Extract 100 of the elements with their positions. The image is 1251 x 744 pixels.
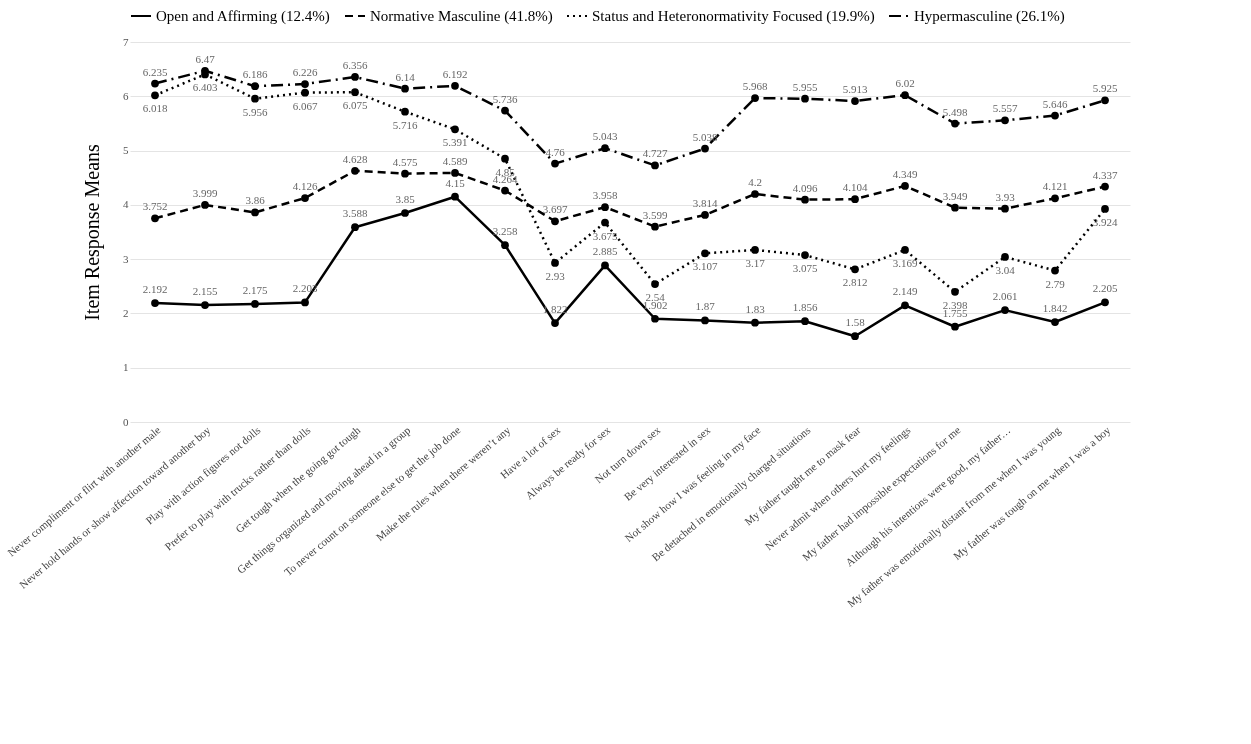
point <box>301 298 309 307</box>
data-label: 5.968 <box>742 80 768 93</box>
point <box>151 214 159 223</box>
point <box>501 154 509 163</box>
point <box>451 169 459 177</box>
data-label: 6.075 <box>342 99 368 112</box>
point <box>1001 306 1009 314</box>
point <box>451 82 459 90</box>
data-label: 2.061 <box>992 290 1018 303</box>
point <box>901 246 909 254</box>
data-label: 1.87 <box>695 300 716 313</box>
y-tick-label: 7 <box>123 35 129 48</box>
point <box>551 217 559 226</box>
point <box>801 94 809 103</box>
data-label: 5.956 <box>242 105 268 118</box>
legend-label: Status and Heteronormativity Focused (19.9%) <box>592 8 875 25</box>
y-tick-label: 6 <box>123 89 129 102</box>
point <box>301 194 309 202</box>
y-tick-label: 5 <box>123 144 129 157</box>
data-label: 3.17 <box>745 256 766 269</box>
point <box>751 246 759 254</box>
point <box>851 195 859 204</box>
point <box>201 301 209 309</box>
data-label: 3.04 <box>995 263 1016 276</box>
data-label: 4.2 <box>748 176 762 188</box>
data-label: 3.697 <box>542 203 568 216</box>
data-label: 4.589 <box>442 154 468 167</box>
data-label: 3.258 <box>492 225 518 238</box>
data-label: 2.93 <box>545 269 566 282</box>
point <box>201 66 209 75</box>
point <box>501 106 509 115</box>
data-label: 6.192 <box>442 67 468 80</box>
point <box>801 317 809 326</box>
data-label: 4.104 <box>842 181 868 194</box>
data-label: 1.83 <box>745 302 766 315</box>
data-label: 5.716 <box>392 118 418 131</box>
point <box>1001 204 1009 213</box>
point <box>601 218 609 227</box>
data-label: 5.955 <box>792 80 818 93</box>
point <box>251 82 259 91</box>
y-tick-label: 4 <box>123 198 129 211</box>
point <box>601 261 609 270</box>
point <box>601 144 609 153</box>
point <box>751 318 759 327</box>
point <box>1101 96 1109 105</box>
point <box>1101 205 1109 213</box>
data-label: 3.999 <box>192 186 218 199</box>
data-label: 6.067 <box>292 99 318 112</box>
point <box>751 190 759 198</box>
point <box>351 166 359 175</box>
data-label: 2.812 <box>842 276 868 289</box>
data-label: 5.557 <box>992 102 1018 115</box>
data-label: 3.958 <box>592 189 618 202</box>
point <box>351 73 359 81</box>
legend-label: Normative Masculine (41.8%) <box>370 8 553 25</box>
data-label: 3.924 <box>1092 215 1118 228</box>
point <box>901 301 909 310</box>
point <box>451 125 459 134</box>
y-tick-label: 1 <box>123 361 129 374</box>
data-label: 2.205 <box>1092 282 1118 295</box>
data-label: 6.47 <box>195 52 216 65</box>
data-label: 5.498 <box>942 105 968 118</box>
point <box>651 222 659 231</box>
point <box>401 84 409 93</box>
point <box>851 332 859 341</box>
point <box>251 300 259 308</box>
data-label: 5.391 <box>442 136 468 149</box>
point <box>251 208 259 217</box>
point <box>901 91 909 100</box>
point <box>951 322 959 331</box>
point <box>1001 253 1009 261</box>
point <box>401 169 409 178</box>
data-label: 6.403 <box>192 81 218 94</box>
point <box>1051 194 1059 203</box>
point <box>551 159 559 168</box>
data-label: 2.79 <box>1045 277 1066 290</box>
data-label: 5.925 <box>1092 82 1118 95</box>
point <box>701 316 709 325</box>
data-label: 4.76 <box>545 145 566 158</box>
data-label: 4.15 <box>445 176 466 189</box>
point <box>901 182 909 190</box>
point <box>651 314 659 323</box>
data-label: 5.913 <box>842 83 868 96</box>
point <box>651 280 659 288</box>
data-label: 6.226 <box>292 66 318 79</box>
point <box>601 203 609 211</box>
point <box>151 79 159 88</box>
data-label: 5.646 <box>1042 97 1068 110</box>
point <box>1051 111 1059 120</box>
point <box>701 144 709 153</box>
data-label: 2.885 <box>592 245 618 258</box>
data-label: 3.675 <box>592 229 618 242</box>
point <box>1051 318 1059 326</box>
point <box>401 107 409 116</box>
legend-label: Hypermasculine (26.1%) <box>914 8 1065 25</box>
data-label: 4.727 <box>642 147 668 160</box>
data-label: 4.349 <box>892 167 918 180</box>
data-label: 1.842 <box>1042 302 1068 315</box>
data-label: 3.107 <box>692 260 718 273</box>
data-label: 6.356 <box>342 58 368 71</box>
